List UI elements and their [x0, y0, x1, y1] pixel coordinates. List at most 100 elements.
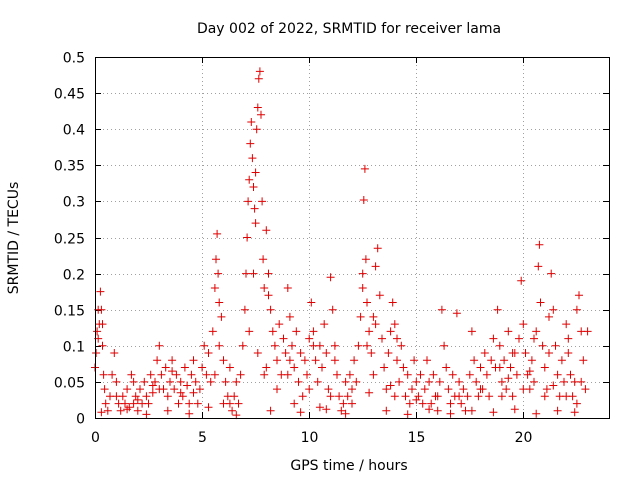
- data-point: [298, 392, 307, 401]
- data-point: [371, 320, 380, 329]
- data-point: [410, 356, 419, 365]
- data-point: [534, 262, 543, 271]
- data-point: [530, 334, 538, 343]
- data-point: [474, 392, 483, 401]
- data-point: [538, 341, 547, 350]
- data-point: [97, 305, 106, 314]
- data-point: [369, 312, 378, 321]
- data-point: [373, 244, 382, 253]
- data-point: [151, 377, 159, 386]
- data-point: [361, 255, 370, 264]
- data-point: [560, 377, 568, 386]
- data-point: [412, 377, 421, 386]
- data-point: [382, 385, 391, 394]
- data-point: [98, 341, 107, 350]
- data-point: [345, 370, 354, 379]
- data-points: [91, 67, 592, 420]
- data-point: [148, 381, 157, 390]
- data-point: [221, 377, 230, 386]
- data-point: [425, 377, 434, 386]
- data-point: [213, 229, 222, 238]
- data-point: [326, 273, 335, 282]
- data-point: [457, 399, 466, 408]
- data-point: [545, 349, 553, 357]
- chart-title: Day 002 of 2022, SRMTID for receiver lam…: [197, 21, 501, 37]
- data-point: [281, 349, 290, 357]
- data-point: [420, 385, 429, 394]
- y-tick-label: 0.35: [54, 159, 85, 175]
- data-point: [480, 349, 489, 357]
- y-tick-label: 0.45: [54, 87, 85, 103]
- data-point: [219, 399, 228, 408]
- data-point: [393, 334, 401, 343]
- data-point: [446, 399, 455, 408]
- data-point: [356, 312, 365, 321]
- data-point: [244, 197, 253, 206]
- data-point: [249, 183, 258, 191]
- data-point: [116, 406, 125, 415]
- data-point: [294, 377, 303, 386]
- data-point: [309, 341, 318, 350]
- data-point: [435, 377, 444, 386]
- data-point: [542, 385, 551, 394]
- data-point: [283, 370, 292, 379]
- data-point: [283, 284, 292, 292]
- data-point: [549, 381, 558, 390]
- data-point: [275, 320, 284, 329]
- data-point: [393, 356, 401, 365]
- data-point: [215, 298, 224, 307]
- data-point: [250, 204, 259, 213]
- data-point: [375, 291, 384, 300]
- data-point: [562, 320, 571, 329]
- data-point: [425, 405, 434, 414]
- data-point: [133, 406, 142, 415]
- data-point: [245, 327, 254, 336]
- data-point: [476, 385, 485, 394]
- data-point: [189, 388, 198, 397]
- data-point: [459, 385, 468, 394]
- y-tick-label: 0.4: [63, 123, 85, 139]
- x-tick-label: 0: [91, 430, 100, 446]
- data-point: [92, 349, 101, 357]
- data-point: [311, 356, 320, 365]
- data-point: [273, 356, 281, 365]
- data-point: [350, 356, 359, 365]
- data-point: [285, 356, 294, 365]
- data-point: [290, 363, 299, 372]
- data-point: [262, 363, 271, 372]
- data-point: [378, 334, 386, 343]
- data-point: [482, 370, 491, 379]
- data-point: [553, 406, 562, 415]
- data-point: [176, 388, 185, 397]
- data-point: [252, 125, 261, 134]
- data-point: [142, 392, 151, 401]
- data-point: [523, 370, 532, 379]
- data-point: [208, 327, 217, 336]
- data-point: [253, 103, 262, 112]
- data-point: [273, 385, 281, 394]
- data-point: [268, 327, 277, 336]
- data-point: [363, 341, 371, 350]
- data-point: [142, 410, 151, 419]
- data-point: [288, 341, 296, 350]
- data-point: [408, 385, 416, 394]
- data-point: [305, 385, 314, 394]
- data-point: [352, 377, 361, 386]
- data-point: [564, 349, 573, 357]
- data-point: [527, 356, 536, 365]
- data-point: [577, 377, 586, 386]
- data-point: [470, 356, 479, 365]
- data-point: [121, 399, 129, 408]
- data-point: [497, 377, 506, 386]
- data-point: [198, 363, 207, 372]
- data-point: [193, 399, 202, 408]
- data-point: [247, 118, 256, 126]
- data-point: [551, 341, 560, 350]
- data-point: [382, 406, 391, 415]
- data-point: [476, 363, 485, 372]
- y-tick-label: 0.25: [54, 232, 85, 248]
- data-point: [442, 363, 451, 372]
- data-point: [489, 408, 498, 417]
- data-point: [545, 312, 553, 321]
